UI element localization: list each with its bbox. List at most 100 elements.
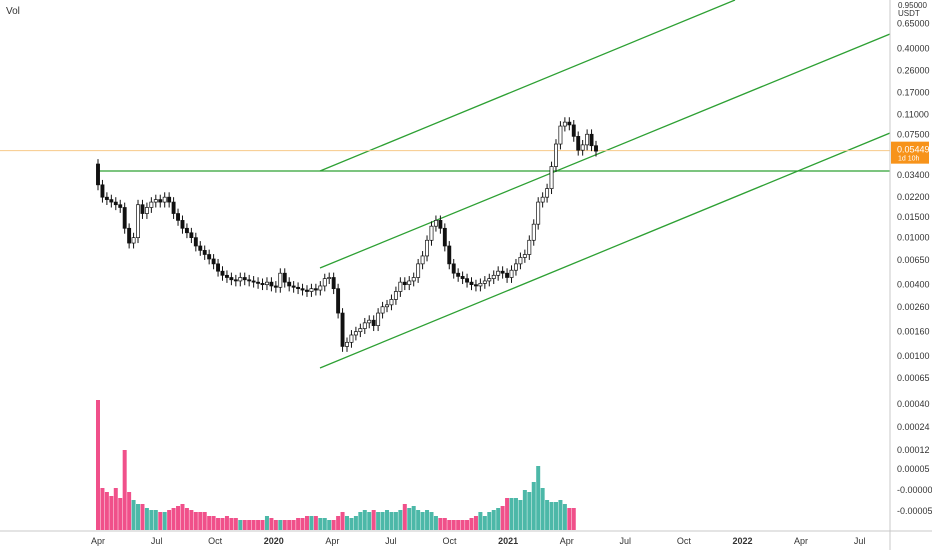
candle-body (478, 283, 483, 287)
volume-bar (398, 510, 403, 530)
candle-body (362, 322, 367, 329)
candle-body (456, 272, 461, 277)
candle-body (109, 199, 114, 203)
price-tick-label: 0.26000 (897, 65, 930, 75)
volume-bar (198, 512, 203, 530)
volume-bar (549, 502, 554, 530)
candle-body (518, 257, 523, 265)
volume-bar (104, 492, 109, 530)
time-axis[interactable]: Apr Jul Oct 2020 Apr Jul Oct 2021 Apr Jul Oct 2022 A… (91, 536, 865, 546)
candle-body (282, 272, 287, 283)
volume-bar (487, 512, 492, 530)
channel-line (319, 132, 891, 369)
volume-bar (362, 510, 367, 530)
volume-bar (367, 512, 372, 530)
candle-body (193, 237, 198, 247)
time-tick-label: Apr (91, 536, 105, 546)
price-tick-label: 0.11000 (897, 110, 929, 120)
volume-bar (527, 492, 532, 530)
candle-body (233, 279, 238, 282)
candle-body (554, 143, 558, 167)
volume-bar (264, 516, 269, 530)
candle-body (491, 274, 496, 279)
volume-bar (393, 512, 398, 530)
volume-bar (304, 516, 309, 530)
candle-body (393, 291, 398, 300)
volume-bar (522, 490, 527, 530)
candle-body (113, 201, 118, 206)
candle-body (256, 281, 261, 284)
volume-tick-label: -0.00005 (897, 506, 932, 516)
candle-body (429, 225, 434, 241)
candle-body (322, 278, 327, 287)
candle-body (309, 288, 314, 292)
volume-bar (505, 498, 510, 530)
price-tick-label: 0.00260 (897, 302, 930, 312)
volume-bar (420, 512, 425, 530)
candle-body (96, 163, 100, 186)
price-tick-label: 0.65000 (897, 18, 930, 28)
candle-body (358, 328, 363, 333)
volume-bar (202, 512, 207, 530)
volume-bar (109, 496, 114, 530)
volume-legend-label: Vol (6, 6, 20, 17)
volume-bar (287, 520, 292, 530)
volume-bar (233, 518, 238, 530)
candle-body (224, 274, 229, 278)
candle-body (514, 263, 518, 271)
candle-body (571, 124, 576, 137)
price-tick-label: 0.00650 (897, 255, 930, 265)
candle-body (580, 144, 585, 151)
volume-bar (380, 512, 385, 530)
channel-line (319, 0, 736, 172)
candle-body (184, 227, 189, 234)
volume-bar (465, 520, 470, 530)
time-tick-label: Jul (151, 536, 163, 546)
candle-body (153, 199, 158, 203)
candle-body (216, 263, 221, 272)
candle-body (482, 280, 487, 284)
volume-bar (536, 466, 541, 530)
candle-body (198, 245, 203, 251)
candle-body (136, 204, 140, 238)
candle-body (296, 286, 301, 290)
volume-tick-label: 0.00005 (897, 464, 930, 474)
price-axis-top-label: 0.95000 (898, 1, 927, 10)
volume-bar (371, 510, 376, 530)
volume-bar (220, 518, 225, 530)
volume-bar (291, 520, 296, 530)
candle-body (371, 319, 376, 326)
candle-body (465, 278, 470, 283)
candle-body (171, 201, 176, 214)
volume-bar (491, 510, 496, 530)
volume-bar (340, 512, 345, 530)
volume-bar (211, 516, 216, 530)
candle-body (176, 213, 180, 221)
candle-body (336, 288, 341, 314)
volume-bar (496, 508, 501, 530)
candle-body (238, 277, 243, 282)
candle-body (100, 184, 105, 198)
time-tick-label: Jul (385, 536, 397, 546)
volume-bar (389, 512, 394, 530)
candle-body (420, 255, 425, 265)
candle-body (433, 220, 438, 227)
volume-bar (149, 510, 154, 530)
volume-bar (327, 520, 332, 530)
candle-body (438, 220, 443, 229)
candle-body (416, 263, 421, 278)
candle-body (140, 204, 145, 214)
volume-bar (571, 508, 576, 530)
volume-bar (318, 518, 323, 530)
volume-bar (216, 518, 221, 530)
candle-body (207, 254, 212, 260)
candle-body (180, 220, 185, 229)
candle-body (229, 277, 234, 281)
volume-bar (451, 520, 456, 530)
volume-bar (153, 510, 158, 530)
volume-bar (144, 508, 149, 530)
volume-bar (456, 520, 461, 530)
volume-bar (300, 518, 305, 530)
